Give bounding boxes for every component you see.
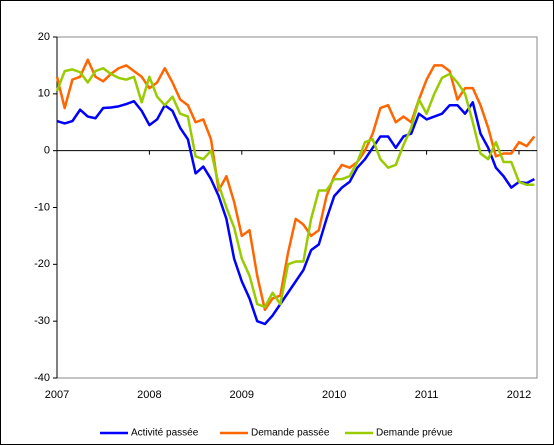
x-tick-label: 2012 <box>507 389 531 401</box>
y-tick-label: -40 <box>34 372 50 384</box>
legend-label: Demande prévue <box>376 428 453 439</box>
x-tick-label: 2009 <box>230 389 254 401</box>
y-tick-label: 0 <box>44 145 50 157</box>
x-tick-label: 2008 <box>137 389 161 401</box>
legend-label: Demande passée <box>251 428 330 439</box>
y-tick-label: -30 <box>34 315 50 327</box>
y-tick-label: 10 <box>38 88 50 100</box>
series-line <box>55 67 535 309</box>
y-tick-label: 20 <box>38 31 50 43</box>
x-tick-label: 2011 <box>415 389 439 401</box>
x-tick-label: 2007 <box>45 389 69 401</box>
y-tick-label: -20 <box>34 258 50 270</box>
series-line <box>56 99 535 326</box>
series-line <box>55 58 536 312</box>
legend-label: Activité passée <box>131 428 199 439</box>
x-tick-label: 2010 <box>322 389 346 401</box>
y-tick-label: -10 <box>34 201 50 213</box>
